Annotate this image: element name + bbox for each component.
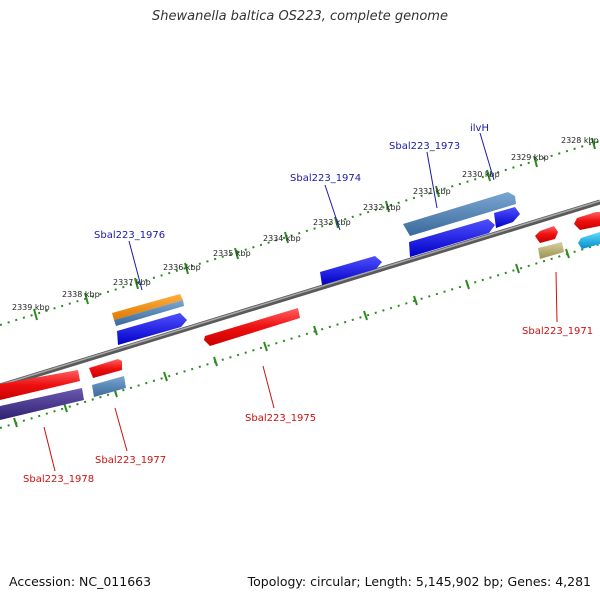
outer-tick-track bbox=[0, 140, 600, 326]
gene-label-sbal1978[interactable]: Sbal223_1978 bbox=[23, 474, 94, 485]
gene-sbal1975-red[interactable] bbox=[204, 308, 300, 346]
gene-sbal1976-blue[interactable] bbox=[117, 313, 187, 345]
kbp-label: 2338 kbp bbox=[62, 290, 100, 299]
gene-label-sbal1976[interactable]: Sbal223_1976 bbox=[94, 230, 165, 241]
kbp-label: 2335 kbp bbox=[213, 249, 251, 258]
gene-sbal1977-steel[interactable] bbox=[92, 376, 126, 397]
kbp-label: 2331 kbp bbox=[413, 187, 451, 196]
kbp-label: 2328 kbp bbox=[561, 136, 599, 145]
gene-sbal1978-purple[interactable] bbox=[0, 388, 84, 420]
label-leaders-blue bbox=[128, 132, 495, 291]
gene-sbal1974-blue[interactable] bbox=[320, 256, 382, 285]
gene-label-sbal1971[interactable]: Sbal223_1971 bbox=[522, 326, 593, 337]
gene-label-sbal1974[interactable]: Sbal223_1974 bbox=[290, 173, 361, 184]
kbp-label: 2329 kbp bbox=[511, 153, 549, 162]
kbp-label: 2336 kbp bbox=[163, 263, 201, 272]
kbp-label: 2339 kbp bbox=[12, 303, 50, 312]
gene-label-sbal1977[interactable]: Sbal223_1977 bbox=[95, 455, 166, 466]
kbp-labels: 2328 kbp 2329 kbp 2330 kbp 2331 kbp 2332… bbox=[12, 136, 599, 312]
label-leaders-red bbox=[43, 271, 558, 472]
inner-major-ticks bbox=[13, 248, 570, 428]
inner-tick-track bbox=[0, 243, 600, 429]
genome-title: Shewanella baltica OS223, complete genom… bbox=[152, 9, 448, 24]
gene-sbal1971-red-upper[interactable] bbox=[535, 226, 558, 243]
gene-sbal1973-steel[interactable] bbox=[403, 192, 516, 236]
gene-sbal1977-red[interactable] bbox=[89, 359, 122, 378]
accession-text: Accession: NC_011663 bbox=[9, 574, 152, 589]
kbp-label: 2334 kbp bbox=[263, 234, 301, 243]
gene-far-right-cyan[interactable] bbox=[578, 232, 600, 249]
gene-sbal1971-khaki[interactable] bbox=[538, 242, 564, 259]
topology-text: Topology: circular; Length: 5,145,902 bp… bbox=[247, 574, 591, 589]
gene-far-right-red[interactable] bbox=[574, 212, 600, 230]
gene-label-sbal1975[interactable]: Sbal223_1975 bbox=[245, 413, 316, 424]
kbp-label: 2337 kbp bbox=[113, 278, 151, 287]
kbp-label: 2333 kbp bbox=[313, 218, 351, 227]
gene-sbal1973-blue[interactable] bbox=[409, 219, 495, 257]
kbp-label: 2330 kbp bbox=[462, 170, 500, 179]
kbp-label: 2332 kbp bbox=[363, 203, 401, 212]
gene-label-sbal1973[interactable]: Sbal223_1973 bbox=[389, 141, 460, 152]
gene-ilvh[interactable] bbox=[494, 207, 520, 228]
gene-sbal1976-orange[interactable] bbox=[112, 294, 184, 326]
gene-label-ilvh[interactable]: ilvH bbox=[470, 123, 489, 134]
outer-major-ticks bbox=[33, 137, 596, 321]
gene-sbal1978-red[interactable] bbox=[0, 370, 80, 400]
genome-backbone bbox=[0, 199, 600, 389]
